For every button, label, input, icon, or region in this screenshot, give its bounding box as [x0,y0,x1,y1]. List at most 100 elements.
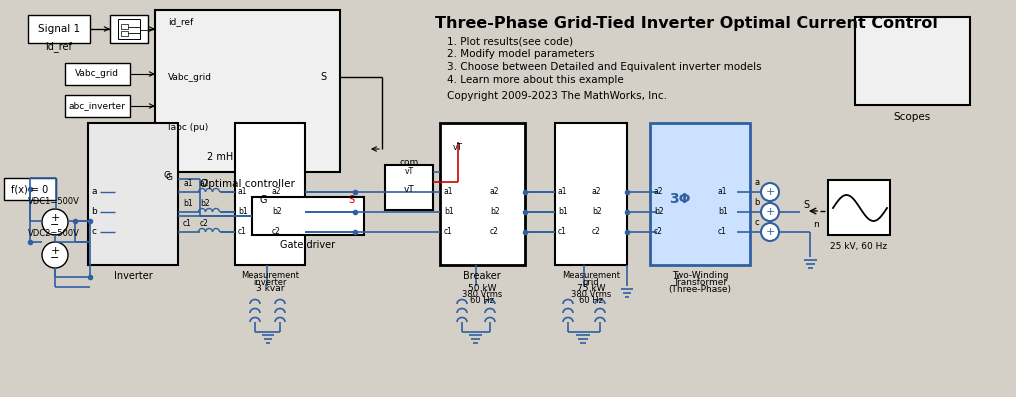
Bar [88,123,178,265]
Text: vT: vT [453,143,463,152]
Bar [121,31,128,36]
Bar [4,178,56,200]
Text: Scopes: Scopes [893,112,931,122]
Text: 3. Choose between Detailed and Equivalent inverter models: 3. Choose between Detailed and Equivalen… [447,62,762,72]
Text: (Three-Phase): (Three-Phase) [669,285,732,294]
Text: b2: b2 [490,208,500,216]
Text: G: G [165,173,172,181]
Text: f(x) = 0: f(x) = 0 [11,184,49,194]
Bar [28,15,90,43]
Text: grid: grid [583,278,599,287]
Text: c1: c1 [238,227,247,237]
Text: id_ref: id_ref [46,42,72,52]
Text: S: S [320,72,326,82]
Text: S: S [803,200,809,210]
Circle shape [761,183,779,201]
Text: 2. Modify model parameters: 2. Modify model parameters [447,49,594,59]
Text: b1: b1 [183,199,193,208]
Bar [65,63,130,85]
Text: b1: b1 [718,208,727,216]
Bar [555,123,627,265]
Text: 380 Vrms: 380 Vrms [462,290,502,299]
Text: 50 kW: 50 kW [467,284,496,293]
Text: vT: vT [403,185,415,193]
Text: Three-Phase Grid-Tied Inverter Optimal Current Control: Three-Phase Grid-Tied Inverter Optimal C… [435,16,938,31]
Text: c2: c2 [490,227,499,237]
Text: Breaker: Breaker [463,271,501,281]
Text: 4. Learn more about this example: 4. Learn more about this example [447,75,624,85]
Text: a: a [755,178,760,187]
Bar [155,10,340,172]
Bar [855,17,970,105]
Bar [385,165,433,210]
Text: b1: b1 [558,208,568,216]
Text: b: b [91,208,97,216]
Bar [440,123,525,265]
Text: S: S [348,195,355,205]
Text: c: c [91,227,96,237]
Text: Measurement: Measurement [241,271,299,280]
Text: +: + [51,246,60,256]
Text: abc_inverter: abc_inverter [68,102,125,110]
Text: a1: a1 [238,187,248,197]
Bar [121,24,128,29]
Text: Vabc_grid: Vabc_grid [75,69,119,79]
Text: VDC1=500V: VDC1=500V [28,197,80,206]
Text: b: b [754,198,760,207]
Circle shape [761,203,779,221]
Text: G: G [163,172,170,181]
Text: c1: c1 [183,219,192,228]
Text: +: + [765,187,774,197]
Text: 25 kV, 60 Hz: 25 kV, 60 Hz [830,242,888,251]
Text: b1: b1 [444,208,453,216]
Text: 380 Vrms: 380 Vrms [571,290,612,299]
Text: −: − [51,220,60,230]
Text: inverter: inverter [253,278,287,287]
Text: c1: c1 [444,227,453,237]
Bar [235,123,305,265]
Bar [650,123,750,265]
Text: c2: c2 [592,227,600,237]
Bar [858,19,968,103]
Text: 60 Hz: 60 Hz [579,296,604,305]
Text: 3Φ: 3Φ [670,192,691,206]
Text: G: G [260,195,267,205]
Text: b2: b2 [200,199,209,208]
Text: vT: vT [404,168,414,177]
Bar [252,197,364,235]
Text: a2: a2 [272,187,281,197]
Circle shape [761,223,779,241]
Text: c: c [755,218,759,227]
Text: Measurement: Measurement [562,271,620,280]
Text: Optimal controller: Optimal controller [199,179,295,189]
Text: 60 Hz: 60 Hz [470,296,494,305]
Text: com: com [399,158,419,167]
Text: Copyright 2009-2023 The MathWorks, Inc.: Copyright 2009-2023 The MathWorks, Inc. [447,91,666,101]
Text: c1: c1 [718,227,726,237]
Circle shape [42,242,68,268]
Text: 75 kW: 75 kW [577,284,606,293]
Text: Gate driver: Gate driver [280,240,335,250]
Text: a1: a1 [444,187,453,197]
Text: 2 mH: 2 mH [207,152,233,162]
Text: 1. Plot results(see code): 1. Plot results(see code) [447,36,573,46]
Text: c2: c2 [200,219,209,228]
Text: Transformer: Transformer [673,278,727,287]
Text: a2: a2 [654,187,663,197]
Text: Two-Winding: Two-Winding [672,271,728,280]
Text: VDC2=500V: VDC2=500V [28,229,80,239]
Text: a1: a1 [558,187,568,197]
Text: b2: b2 [654,208,663,216]
Text: Vabc_grid: Vabc_grid [168,73,212,81]
Text: a2: a2 [490,187,500,197]
Text: +: + [765,207,774,217]
Bar [828,180,890,235]
Text: b2: b2 [272,208,281,216]
Text: c2: c2 [654,227,662,237]
Text: a2: a2 [200,179,209,188]
Text: n: n [813,220,819,229]
Text: a1: a1 [183,179,192,188]
Text: a2: a2 [592,187,601,197]
Text: +: + [765,227,774,237]
Bar [110,15,148,43]
